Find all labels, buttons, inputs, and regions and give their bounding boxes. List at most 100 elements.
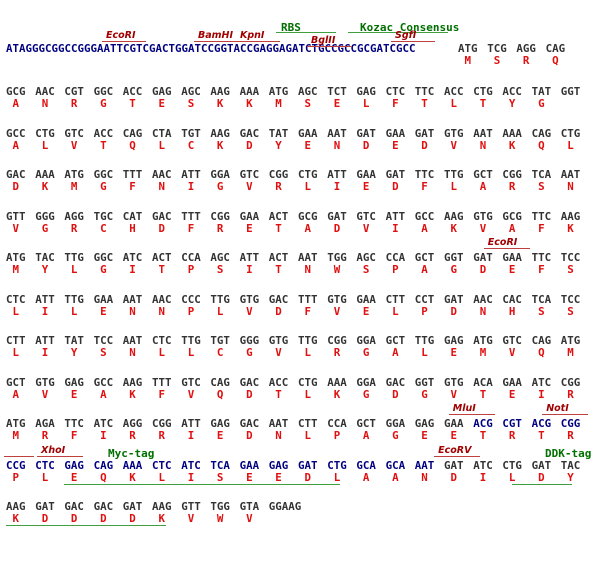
codon: GAT [298,458,318,472]
amino-acid: W [216,512,224,525]
codon: TAC [560,458,581,472]
amino-acid: M [567,346,574,359]
amino-acid: P [333,429,341,442]
codon: GTT [6,209,26,223]
codon: TTG [210,292,230,306]
amino-acid: I [479,470,487,484]
amino-acid: R [333,346,341,359]
site-noti: NotI [546,403,569,414]
codon: CCA [327,417,347,430]
codon: GCG [298,209,318,223]
amino-acid: E [275,470,282,484]
amino-acid: F [304,304,312,318]
codon: TTT [152,375,172,389]
amino-acid: N [129,346,136,359]
amino-acid: N [333,138,341,152]
amino-acid: K [567,221,574,235]
amino-acid: T [158,263,166,276]
codon: GAC [6,168,26,181]
site-noti-line [542,414,589,415]
codon: GGC [93,85,114,98]
amino-acid: N [158,180,166,193]
codon: TTG [64,251,84,264]
amino-acid: L [158,346,166,359]
amino-acid: S [100,346,107,359]
amino-acid: D [275,304,282,318]
codon: ATT [239,251,260,264]
amino-acid: A [479,180,487,193]
codon: GAT [444,458,464,472]
amino-acid: D [538,470,545,484]
codon: AAG [444,209,464,223]
feature-rbs-line [276,32,336,33]
codon: CTC [152,458,172,472]
amino-acid: A [362,429,370,442]
feature-myc-tag: Myc-tag [108,446,155,460]
codon: GGC [93,251,114,264]
amino-acid: L [333,470,341,484]
amino-acid: S [362,263,370,276]
codon: TAT [531,85,552,98]
codon: AAC [473,292,493,306]
amino-acid: T [538,429,545,442]
codon: AAA [327,375,347,389]
amino-acid: A [304,221,312,235]
amino-acid: E [70,387,78,401]
codon: GAA [356,168,376,181]
amino-acid: A [392,470,399,484]
amino-acid: D [246,429,253,442]
amino-acid: I [246,263,253,276]
codon: GAG [268,458,289,472]
amino-acid: D [12,180,20,193]
amino-acid: R [508,429,516,442]
codon: AAT [473,126,493,140]
codon: AGG [122,417,143,430]
codon: CCC [181,292,201,306]
amino-acid: E [333,97,341,110]
codon: GGT [414,375,435,389]
codon: ACT [268,251,289,264]
amino-acid: A [392,346,399,359]
amino-acid: D [421,138,428,152]
codon: ACG [531,417,552,430]
site-mlui: MluI [452,403,476,414]
site-ecori: EcoRI [106,30,136,41]
amino-acid: R [567,387,574,401]
codon: ATT [385,209,406,223]
amino-acid: Q [216,387,224,401]
amino-acid: L [12,346,20,359]
codon: ACG [473,417,493,430]
codon: ACC [444,85,464,98]
amino-acid: L [567,138,574,152]
codon: CGG [502,168,522,181]
codon: AAT [560,168,581,181]
codon: GAA [93,292,114,306]
amino-acid: I [538,387,545,401]
amino-acid: E [392,138,399,152]
amino-acid: Q [129,138,136,152]
amino-acid: R [522,54,530,67]
amino-acid: G [421,387,428,401]
amino-acid: V [187,512,195,525]
codon: GCC [414,209,435,223]
codon: TCC [560,292,581,306]
amino-acid: N [479,138,487,152]
codon: CGG [560,375,581,389]
codon: AAC [152,292,172,306]
amino-acid: S [493,54,501,67]
codon: GAT [444,292,464,306]
amino-acid: K [12,512,20,525]
feature-kozac: Kozac Consensus [360,21,460,34]
amino-acid: G [41,221,49,235]
amino-acid: G [246,346,253,359]
codon: GAC [239,375,260,389]
codon: CAG [93,458,114,472]
codon: GAG [414,417,435,430]
amino-acid: R [41,429,49,442]
amino-acid: I [100,429,107,442]
dna-leader: ATAGGGCGGCCGGGAATTCGTCGACTGGATCCGGTACCGA… [6,42,416,55]
codon: CTA [152,126,172,140]
amino-acid: L [362,97,370,110]
codon: AGG [516,42,536,55]
codon: TTC [414,168,435,181]
